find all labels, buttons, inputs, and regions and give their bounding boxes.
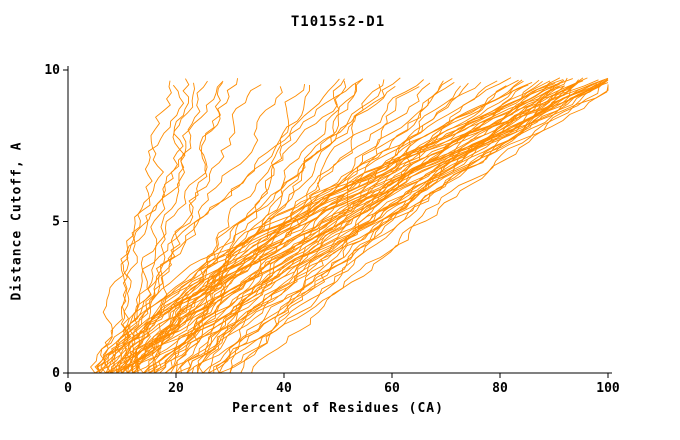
model-curve — [151, 80, 551, 374]
model-curve — [116, 78, 609, 374]
model-curve — [164, 84, 310, 374]
model-curve — [121, 82, 455, 374]
model-curve — [251, 80, 607, 374]
model-curve — [148, 79, 564, 374]
x-tick-label: 0 — [64, 381, 72, 396]
model-curve — [94, 82, 195, 374]
model-curve — [186, 79, 609, 374]
model-curve — [240, 77, 584, 374]
model-curve — [229, 80, 498, 374]
model-curve — [218, 79, 609, 374]
y-axis-label: Distance Cutoff, A — [9, 141, 25, 301]
model-curve — [100, 84, 185, 374]
x-axis-label: Percent of Residues (CA) — [232, 401, 444, 416]
model-curve — [175, 83, 557, 374]
model-curve — [110, 79, 523, 374]
model-curve — [110, 79, 599, 374]
model-curve — [100, 85, 565, 374]
model-curve — [135, 82, 579, 374]
model-curve — [132, 85, 609, 374]
model-curve — [143, 80, 444, 374]
x-tick-label: 80 — [492, 381, 508, 396]
model-curve — [121, 82, 224, 374]
model-curve — [164, 80, 584, 374]
model-curve — [197, 86, 601, 374]
model-curve — [154, 83, 560, 374]
model-curve — [90, 84, 262, 374]
x-tick-label: 100 — [596, 381, 620, 396]
model-curve — [132, 78, 239, 374]
model-curve — [207, 79, 605, 374]
chart-title: T1015s2-D1 — [290, 14, 386, 30]
model-curve — [105, 85, 600, 374]
model-curve — [175, 77, 609, 374]
y-tick-label: 0 — [52, 366, 60, 381]
y-tick-label: 5 — [52, 215, 60, 230]
model-curve — [115, 80, 347, 374]
y-tick-label: 10 — [44, 63, 60, 78]
model-curve — [202, 77, 568, 374]
model-curve — [124, 82, 609, 374]
model-curve — [159, 82, 576, 374]
model-curve — [116, 80, 224, 374]
model-curve — [96, 80, 172, 374]
x-tick-label: 20 — [168, 381, 184, 396]
model-curve — [116, 79, 424, 374]
model-curve — [110, 78, 190, 374]
model-curve — [215, 79, 604, 374]
model-curve — [105, 79, 519, 374]
model-curve — [130, 80, 543, 374]
model-curve — [137, 78, 573, 374]
model-curve — [97, 86, 283, 374]
model-curve — [154, 83, 598, 374]
model-curve — [143, 85, 565, 374]
model-curve — [133, 85, 589, 374]
x-tick-label: 40 — [276, 381, 292, 396]
model-curve — [196, 79, 565, 374]
x-tick-label: 60 — [384, 381, 400, 396]
